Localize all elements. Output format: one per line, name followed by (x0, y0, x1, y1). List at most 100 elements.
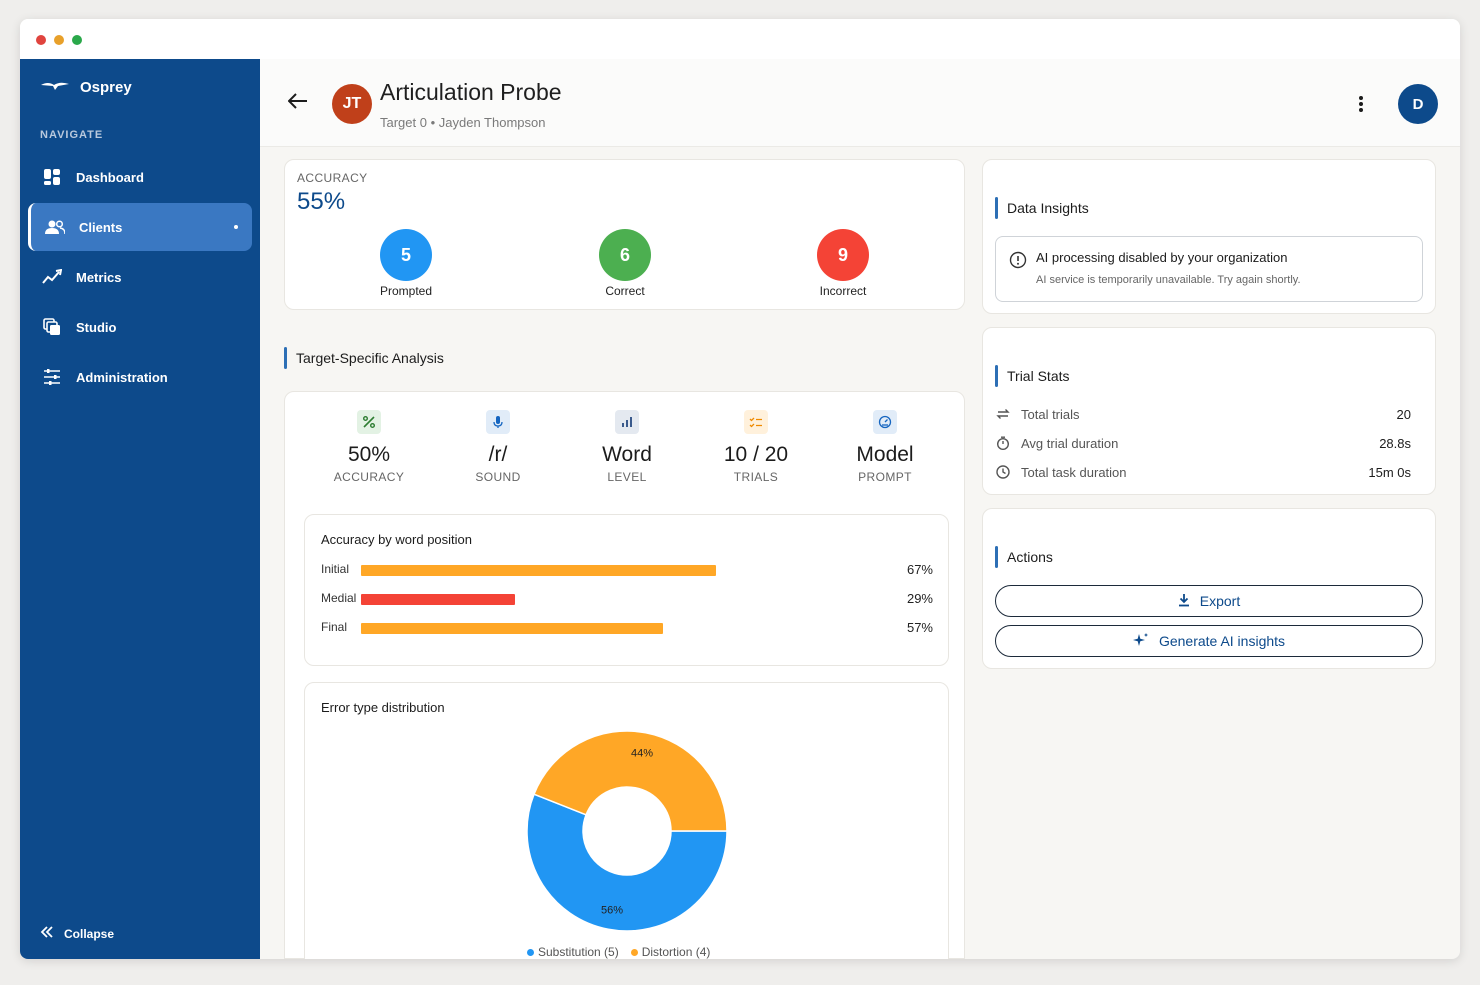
generate-label: Generate AI insights (1158, 633, 1286, 649)
bar-label: Initial (321, 562, 350, 576)
metric-value: 10 / 20 (723, 443, 789, 466)
metric-value: Model (856, 443, 914, 466)
incorrect-label: Incorrect (819, 284, 867, 298)
sidebar-item-label: Clients (79, 219, 123, 235)
donut-slice-distortion (533, 730, 728, 832)
bar-row-medial: Medial 29% (321, 591, 933, 607)
alert-text: AI service is temporarily unavailable. T… (1036, 274, 1301, 286)
correct-label: Correct (605, 284, 645, 298)
page-title: Articulation Probe (380, 79, 562, 105)
sidebar-item-administration[interactable]: Administration (28, 353, 252, 401)
stat-label: Total task duration (1021, 464, 1127, 480)
word-position-card: Accuracy by word position Initial 67% Me… (304, 514, 949, 666)
maximize-window-button[interactable] (72, 35, 82, 45)
stat-avg-trial-duration: Avg trial duration 28.8s (995, 433, 1411, 453)
stat-total-task-duration: Total task duration 15m 0s (995, 462, 1411, 482)
percent-icon (357, 410, 381, 434)
ai-disabled-alert: AI processing disabled by your organizat… (995, 236, 1423, 302)
studio-icon (42, 317, 62, 337)
metric-label: ACCURACY (333, 470, 405, 484)
collapse-label: Collapse (64, 926, 115, 941)
stat-value: 28.8s (1379, 435, 1411, 451)
sidebar: Osprey NAVIGATE Dashboard Clients Metric… (20, 59, 260, 959)
brand-logo[interactable]: Osprey (40, 77, 132, 97)
bar-row-initial: Initial 67% (321, 562, 933, 578)
legend-label: Substitution (5) (538, 945, 619, 959)
section-accent-bar (995, 365, 998, 387)
metric-level: Word LEVEL (572, 410, 682, 484)
chart-legend: Substitution (5) Distortion (4) (527, 945, 710, 959)
export-label: Export (1199, 593, 1241, 609)
trial-stats-title: Trial Stats (995, 365, 1070, 387)
metric-label: SOUND (475, 470, 521, 484)
accuracy-card: ACCURACY 55% 5 Prompted 6 Correct 9 Inco… (284, 159, 965, 310)
error-distribution-title: Error type distribution (321, 700, 445, 715)
metric-label: TRIALS (733, 470, 779, 484)
client-avatar: JT (332, 84, 372, 124)
page-header: JT Articulation Probe Target 0 • Jayden … (260, 59, 1460, 147)
minimize-window-button[interactable] (54, 35, 64, 45)
metric-value: 50% (347, 443, 391, 466)
back-arrow-icon[interactable] (287, 93, 308, 114)
sidebar-item-clients[interactable]: Clients (28, 203, 252, 251)
download-icon (1178, 593, 1190, 610)
prompted-count-badge: 5 (380, 229, 432, 281)
osprey-bird-icon (40, 78, 70, 96)
stat-value: 15m 0s (1368, 464, 1411, 480)
error-distribution-card: Error type distribution 56% 44% Substitut… (304, 682, 949, 959)
generate-ai-insights-button[interactable]: Generate AI insights (995, 625, 1423, 657)
collapse-sidebar-button[interactable]: Collapse (40, 926, 114, 941)
bar-percent: 29% (906, 591, 933, 606)
export-button[interactable]: Export (995, 585, 1423, 617)
metric-label: LEVEL (607, 470, 647, 484)
accuracy-value: 55% (297, 188, 346, 215)
metric-value: Word (602, 443, 652, 466)
sidebar-item-studio[interactable]: Studio (28, 303, 252, 351)
incorrect-count-badge: 9 (817, 229, 869, 281)
alert-title: AI processing disabled by your organizat… (1036, 250, 1288, 265)
metric-value: /r/ (488, 443, 508, 466)
legend-swatch (527, 949, 534, 956)
info-icon (1009, 251, 1027, 274)
correct-count-badge: 6 (599, 229, 651, 281)
sidebar-item-metrics[interactable]: Metrics (28, 253, 252, 301)
word-position-title: Accuracy by word position (321, 532, 473, 547)
actions-title: Actions (995, 546, 1053, 568)
sidebar-item-label: Administration (76, 369, 168, 385)
sidebar-item-label: Studio (76, 319, 117, 335)
page-subtitle: Target 0 • Jayden Thompson (380, 115, 546, 130)
bar-label: Final (321, 620, 348, 634)
sparkle-icon (1132, 632, 1149, 651)
repeat-icon (995, 406, 1011, 422)
metric-label: PROMPT (858, 470, 912, 484)
app-window: Osprey NAVIGATE Dashboard Clients Metric… (20, 19, 1460, 959)
close-window-button[interactable] (36, 35, 46, 45)
bar-percent: 67% (906, 562, 933, 577)
more-options-icon[interactable] (1358, 95, 1364, 118)
stat-value: 20 (1396, 406, 1411, 422)
error-donut-chart: 56% 44% (526, 730, 728, 932)
bar-chart-icon (615, 410, 639, 434)
bar-percent: 57% (906, 620, 933, 635)
actions-title-text: Actions (1007, 549, 1053, 565)
stat-label: Avg trial duration (1021, 435, 1119, 451)
bar-fill-medial (361, 594, 515, 605)
analysis-title-text: Target-Specific Analysis (296, 350, 444, 366)
user-avatar[interactable]: D (1398, 84, 1438, 124)
clock-icon (995, 464, 1011, 480)
stat-total-trials: Total trials 20 (995, 404, 1411, 424)
donut-slice-substitution (526, 793, 728, 932)
legend-label: Distortion (4) (641, 945, 711, 959)
trial-stats-title-text: Trial Stats (1007, 368, 1070, 384)
metric-trials: 10 / 20 TRIALS (701, 410, 811, 484)
clients-icon (45, 217, 65, 237)
dashboard-icon (42, 167, 62, 187)
administration-icon (42, 367, 62, 387)
title-bar (20, 19, 1460, 59)
stat-label: Total trials (1021, 406, 1080, 422)
insights-title-text: Data Insights (1007, 200, 1089, 216)
checklist-icon (744, 410, 768, 434)
trial-stats-card: Trial Stats Total trials 20 Avg trial du… (982, 327, 1436, 495)
metrics-icon (42, 267, 62, 287)
sidebar-item-dashboard[interactable]: Dashboard (28, 153, 252, 201)
